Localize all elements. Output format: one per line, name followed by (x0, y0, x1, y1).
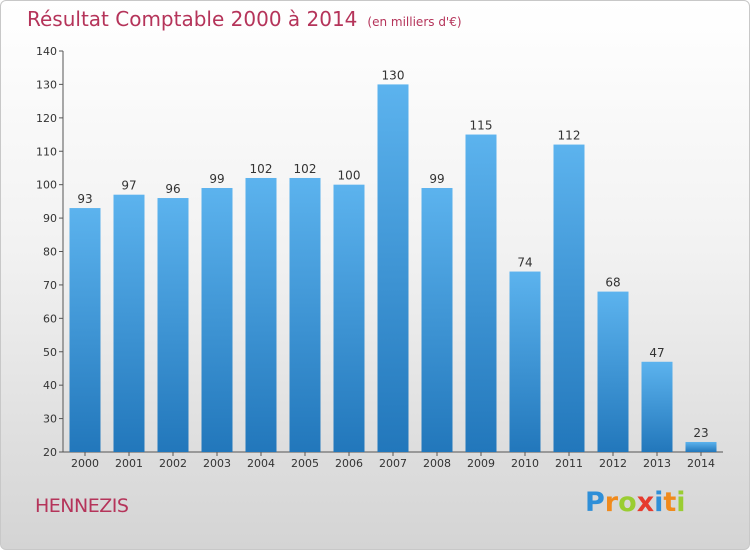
y-tick-label: 60 (43, 312, 57, 325)
proxiti-logo[interactable]: Proxiti (585, 487, 686, 518)
bar-2014 (685, 441, 717, 452)
x-tick-label: 2003 (203, 457, 231, 470)
data-label-2008: 99 (429, 172, 444, 186)
y-tick-label: 100 (36, 179, 57, 192)
bar-2004 (245, 177, 277, 452)
bar-2009 (465, 134, 497, 452)
data-label-2002: 96 (165, 182, 180, 196)
y-tick-label: 50 (43, 346, 57, 359)
bar-2006 (333, 184, 365, 452)
x-tick-label: 2007 (379, 457, 407, 470)
data-label-2009: 115 (470, 119, 493, 133)
bar-2007 (377, 84, 409, 453)
y-tick-label: 110 (36, 145, 57, 158)
chart-bars: 93 97 96 99 102 102 100 130 99 115 74 112 68 47 23 (69, 68, 717, 453)
y-tick-label: 120 (36, 112, 57, 125)
y-tick-label: 130 (36, 78, 57, 91)
bar-2013 (641, 361, 673, 452)
y-tick-label: 30 (43, 413, 57, 426)
x-tick-label: 2010 (511, 457, 539, 470)
chart-title-block: Résultat Comptable 2000 à 2014 (en millie… (27, 7, 462, 31)
logo-letter: i (676, 487, 686, 518)
x-tick-label: 2009 (467, 457, 495, 470)
chart-unit: (en milliers d'€) (367, 15, 462, 29)
data-label-2007: 130 (382, 68, 405, 82)
bar-2005 (289, 177, 321, 452)
x-tick-label: 2014 (687, 457, 715, 470)
data-label-2012: 68 (605, 276, 620, 290)
bar-2011 (553, 144, 585, 453)
logo-letter: r (604, 487, 619, 518)
logo-letter: x (636, 487, 655, 518)
data-label-2014: 23 (693, 426, 708, 440)
logo-letter: i (654, 487, 664, 518)
logo-letter: t (663, 487, 677, 518)
data-label-2011: 112 (558, 129, 581, 143)
y-tick-label: 20 (43, 446, 57, 459)
bar-2002 (157, 198, 189, 452)
data-label-2013: 47 (649, 346, 664, 360)
place-name: HENNEZIS (35, 495, 129, 517)
x-tick-label: 2005 (291, 457, 319, 470)
x-tick-label: 2004 (247, 457, 275, 470)
x-tick-label: 2011 (555, 457, 583, 470)
logo-letter: P (585, 487, 605, 518)
bar-2010 (509, 271, 541, 452)
y-tick-label: 90 (43, 212, 57, 225)
logo-letter: o (618, 487, 637, 518)
x-tick-label: 2001 (115, 457, 143, 470)
bar-2012 (597, 291, 629, 452)
bar-2001 (113, 194, 145, 453)
bar-2000 (69, 208, 101, 452)
x-tick-label: 2002 (159, 457, 187, 470)
x-tick-label: 2012 (599, 457, 627, 470)
y-tick-label: 40 (43, 379, 57, 392)
data-label-2003: 99 (209, 172, 224, 186)
bar-2008 (421, 188, 453, 452)
data-label-2005: 102 (294, 162, 317, 176)
x-tick-label: 2013 (643, 457, 671, 470)
x-tick-label: 2000 (71, 457, 99, 470)
data-label-2001: 97 (121, 179, 136, 193)
chart-title: Résultat Comptable 2000 à 2014 (27, 7, 358, 31)
data-label-2000: 93 (77, 192, 92, 206)
chart-axes: 20 30 40 50 60 70 80 90 100 110 120 130 140 2000 2001 2… (36, 45, 723, 470)
x-tick-label: 2006 (335, 457, 363, 470)
data-label-2006: 100 (338, 169, 361, 183)
data-label-2004: 102 (250, 162, 273, 176)
y-tick-label: 70 (43, 279, 57, 292)
y-tick-label: 80 (43, 246, 57, 259)
bar-2003 (201, 188, 233, 452)
x-tick-label: 2008 (423, 457, 451, 470)
y-tick-label: 140 (36, 45, 57, 58)
data-label-2010: 74 (517, 256, 532, 270)
